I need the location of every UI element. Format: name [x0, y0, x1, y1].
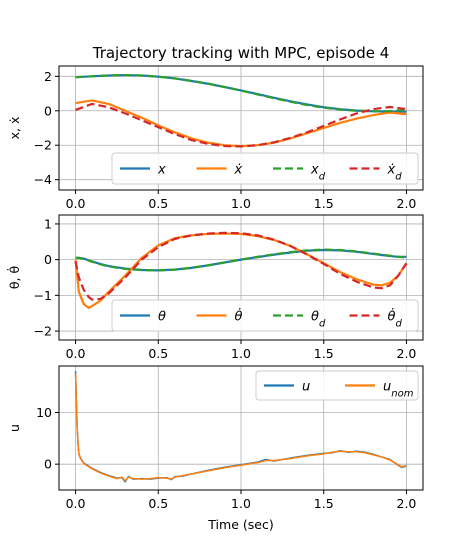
x-tick-label: 1.5	[314, 196, 334, 211]
y-axis-label: u	[7, 424, 22, 432]
legend-label: ẋd	[387, 163, 403, 183]
y-tick-label: 2	[44, 69, 52, 84]
legend-label: x	[157, 163, 166, 178]
legend-box	[111, 299, 419, 332]
legend-label: xd	[310, 163, 326, 183]
figure-title: Trajectory tracking with MPC, episode 4	[92, 44, 390, 62]
legend-box	[111, 152, 419, 185]
legend-label: unom	[383, 380, 414, 400]
control-input-panel: 0.0 0.5 1.0 1.5 2.0 10 0 u u unom	[7, 365, 424, 511]
x-tick-label: 2.0	[397, 496, 417, 511]
x-tick-label: 0.0	[66, 346, 86, 361]
y-tick-label: −1	[34, 288, 52, 303]
y-tick-label: 0	[44, 457, 52, 472]
legend: u unom	[255, 370, 419, 401]
legend: x ẋ xd ẋd	[111, 152, 419, 185]
x-tick-label: 2.0	[397, 346, 417, 361]
y-axis-label: x, ẋ	[7, 117, 22, 140]
legend-label: θd	[311, 310, 326, 330]
x-tick-label: 0.5	[148, 196, 168, 211]
legend-label: θ̇	[235, 308, 243, 324]
x-tick-label: 2.0	[397, 196, 417, 211]
x-tick-label: 1.5	[314, 346, 334, 361]
series-line-d	[74, 231, 408, 301]
x-tick-label: 1.0	[231, 196, 251, 211]
x-tick-label: 1.0	[231, 496, 251, 511]
y-tick-label: 10	[36, 405, 52, 420]
x-tick-label: 0.0	[66, 196, 86, 211]
series-line-d	[75, 102, 407, 148]
angle-panel: 0.0 0.5 1.0 1.5 2.0 1 0 −1 −2 θ, θ̇ θ θ̇ θd θ̇d	[7, 214, 424, 361]
x-tick-label: 0.5	[148, 496, 168, 511]
series-line-xd	[75, 74, 407, 113]
legend-label: θ	[158, 310, 166, 325]
y-tick-label: 1	[44, 216, 52, 231]
y-axis-label: θ, θ̇	[7, 266, 22, 289]
legend-box	[255, 370, 419, 401]
legend: θ θ̇ θd θ̇d	[111, 299, 419, 332]
legend-label: θ̇d	[388, 308, 403, 329]
x-axis-label: Time (sec)	[207, 517, 273, 532]
series-line-d	[75, 248, 407, 272]
x-tick-label: 1.0	[231, 346, 251, 361]
y-tick-label: −2	[34, 324, 52, 339]
x-tick-label: 0.0	[66, 496, 86, 511]
x-tick-label: 0.5	[148, 346, 168, 361]
series-line-unom	[74, 373, 407, 482]
legend-label: u	[302, 380, 310, 395]
y-tick-label: −2	[34, 138, 52, 153]
x-tick-label: 1.5	[314, 496, 334, 511]
position-panel: 0.0 0.5 1.0 1.5 2.0 2 0 −2 −4 x, ẋ x ẋ xd ẋd	[7, 65, 424, 211]
y-tick-label: −4	[34, 172, 52, 187]
y-tick-label: 0	[44, 103, 52, 118]
y-tick-label: 0	[44, 252, 52, 267]
legend-label: ẋ	[234, 163, 243, 178]
